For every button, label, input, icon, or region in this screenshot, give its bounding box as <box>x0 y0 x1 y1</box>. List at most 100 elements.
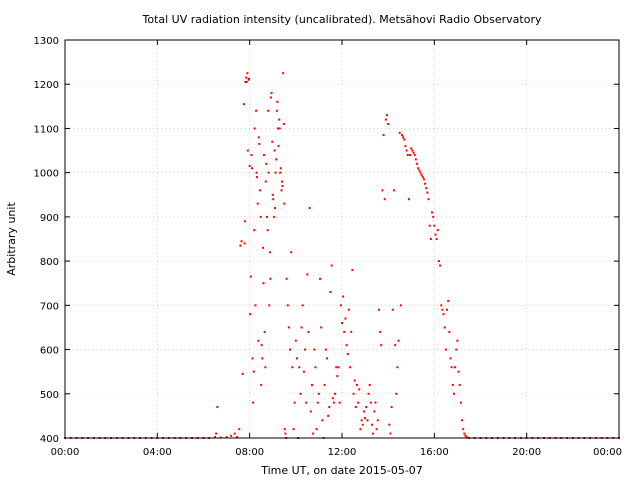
data-point <box>334 392 337 395</box>
data-point <box>366 419 369 422</box>
data-point <box>458 383 461 386</box>
data-point <box>413 153 416 156</box>
data-point <box>314 366 317 369</box>
y-axis-ticks: 400 500 600 700 800 900 1000 1100 1200 1300 <box>34 36 619 445</box>
data-point <box>246 149 249 152</box>
data-point <box>454 366 457 369</box>
data-point <box>443 326 446 329</box>
data-point <box>387 123 390 126</box>
data-point <box>256 176 259 179</box>
data-point <box>270 92 273 95</box>
data-point <box>346 352 349 355</box>
data-point <box>244 220 247 223</box>
data-point <box>347 308 350 311</box>
data-point <box>307 330 310 333</box>
data-point <box>273 149 276 152</box>
data-point <box>392 189 395 192</box>
data-point <box>291 366 294 369</box>
plot-frame <box>64 39 620 439</box>
data-point <box>364 417 367 420</box>
data-point <box>269 96 272 99</box>
data-point <box>323 383 326 386</box>
data-point <box>272 215 275 218</box>
data-point <box>324 348 327 351</box>
data-point <box>312 432 315 435</box>
data-point <box>305 401 308 404</box>
data-point <box>433 224 436 227</box>
data-point <box>250 153 253 156</box>
data-point <box>246 72 249 75</box>
data-point <box>359 428 362 431</box>
data-point <box>269 277 272 280</box>
data-point <box>339 304 342 307</box>
data-point <box>289 348 292 351</box>
data-point <box>380 344 383 347</box>
data-point <box>247 77 250 80</box>
data-point <box>279 171 282 174</box>
data-point <box>317 392 320 395</box>
data-point <box>426 191 429 194</box>
data-point <box>402 136 405 139</box>
data-point <box>396 366 399 369</box>
data-point <box>459 401 462 404</box>
data-point <box>330 264 333 267</box>
data-point <box>384 118 387 121</box>
data-point <box>233 432 236 435</box>
data-point <box>308 207 311 210</box>
data-point <box>263 330 266 333</box>
data-point <box>248 165 251 168</box>
data-point <box>254 304 257 307</box>
data-point <box>437 260 440 263</box>
data-point <box>449 357 452 360</box>
data-point <box>258 142 261 145</box>
data-point <box>253 229 256 232</box>
data-point <box>399 304 402 307</box>
data-point <box>275 158 278 161</box>
data-point <box>440 304 443 307</box>
data-point <box>294 339 297 342</box>
x-tick-label: 20:00 <box>512 447 541 458</box>
y-tick-label: 1200 <box>34 80 59 91</box>
data-point <box>279 167 282 170</box>
data-point <box>309 410 312 413</box>
data-point <box>391 308 394 311</box>
data-point <box>461 419 464 422</box>
data-point <box>235 436 238 439</box>
x-axis-ticks: 00:00 04:00 08:00 12:00 16:00 20:00 00:00 <box>51 40 622 458</box>
data-point <box>405 149 408 152</box>
data-point <box>336 375 339 378</box>
y-tick-label: 1100 <box>34 124 59 135</box>
data-point <box>357 401 360 404</box>
data-point <box>262 282 265 285</box>
x-tick-label: 16:00 <box>420 447 449 458</box>
data-point <box>293 401 296 404</box>
data-point <box>388 423 391 426</box>
data-point <box>386 114 389 117</box>
data-point <box>371 423 374 426</box>
data-point <box>214 436 217 439</box>
data-point <box>398 131 401 134</box>
data-point <box>337 366 340 369</box>
data-point <box>446 308 449 311</box>
data-point <box>300 326 303 329</box>
data-point <box>390 406 393 409</box>
data-point <box>448 330 451 333</box>
data-point <box>362 410 365 413</box>
data-point <box>216 406 219 409</box>
data-point <box>411 149 414 152</box>
grid-lines <box>65 40 619 438</box>
data-point <box>268 251 271 254</box>
data-point <box>368 383 371 386</box>
data-point <box>316 401 319 404</box>
data-point <box>455 348 458 351</box>
y-tick-label: 500 <box>40 390 59 401</box>
data-point <box>277 145 280 148</box>
data-point <box>285 277 288 280</box>
data-point <box>431 211 434 214</box>
data-point <box>428 224 431 227</box>
data-point <box>325 357 328 360</box>
y-tick-label: 1300 <box>34 36 59 47</box>
data-point <box>432 215 435 218</box>
x-axis-label: Time UT, on date 2015-05-07 <box>260 464 423 477</box>
